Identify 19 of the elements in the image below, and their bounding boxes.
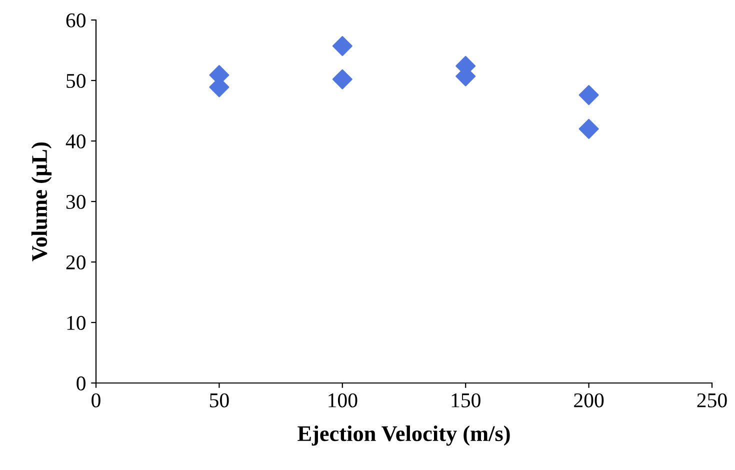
y-tick-label: 20 [66,255,86,270]
y-tick-label: 60 [66,13,86,28]
x-tick-label: 100 [328,393,358,408]
point [578,85,599,106]
x-tick-label: 0 [92,393,100,408]
point [332,36,352,56]
x-tick-label: 50 [210,393,229,408]
y-tick-label: 50 [66,74,86,88]
x-tick-label: 200 [574,393,604,408]
y-tick-label: 40 [66,134,86,148]
point [578,118,599,139]
y-tick-label: 10 [67,316,86,330]
y-axis-title: Volume (µL) [31,142,52,262]
y-tick-label: 0 [76,376,86,390]
x-tick-label: 150 [452,393,480,408]
x-axis-title: Ejection Velocity (m/s) [298,426,510,446]
x-tick-label: 250 [697,393,727,408]
y-tick-label: 30 [66,194,86,209]
point [332,69,352,90]
